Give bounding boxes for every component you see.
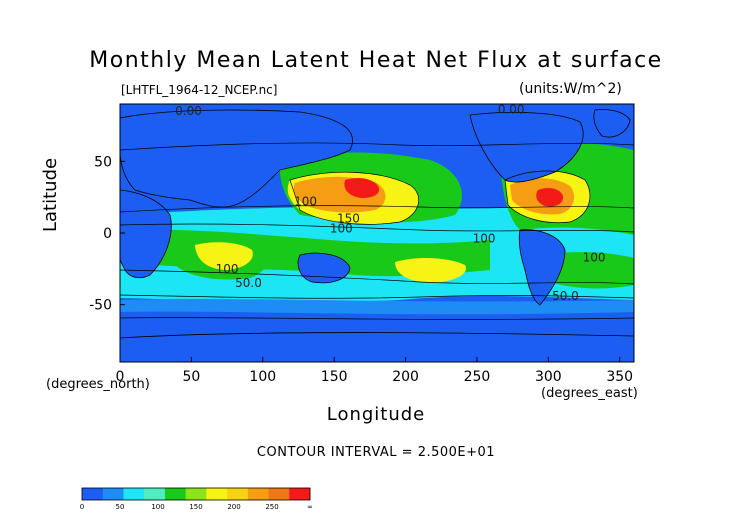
contour-label: 0.00 bbox=[498, 103, 525, 117]
x-tick-label: 350 bbox=[606, 369, 633, 385]
x-tick-label: 100 bbox=[249, 369, 276, 385]
colorbar-swatch bbox=[268, 488, 290, 500]
x-tick-label: 0 bbox=[116, 369, 125, 385]
units-label: (units:W/m^2) bbox=[519, 81, 622, 97]
kuroshio-red bbox=[344, 178, 380, 198]
x-tick-label: 200 bbox=[392, 369, 419, 385]
y-axis-ticks: -50 0 50 bbox=[89, 154, 125, 314]
contour-label: 50.0 bbox=[235, 276, 262, 290]
contour-line bbox=[120, 294, 634, 299]
y-tick-label: -50 bbox=[89, 298, 112, 314]
contour-line bbox=[289, 171, 420, 225]
contour-label: 100 bbox=[330, 222, 353, 236]
antarctica-land bbox=[120, 332, 634, 362]
contour-line bbox=[120, 269, 634, 285]
colorbar-label: ∞ bbox=[307, 503, 313, 511]
south-america-land bbox=[518, 229, 566, 306]
colorbar-label: 50 bbox=[116, 503, 125, 511]
colorbar-swatch bbox=[247, 488, 269, 500]
colorbar-swatch bbox=[123, 488, 145, 500]
colorbar-swatch bbox=[206, 488, 228, 500]
y-axis-unit: (degrees_north) bbox=[46, 377, 150, 392]
contour-label: 100 bbox=[583, 250, 606, 264]
y-tick-label: 0 bbox=[103, 226, 112, 242]
colorbar-label: 100 bbox=[151, 503, 164, 511]
greenland-land bbox=[593, 109, 631, 138]
contour-label: 100 bbox=[294, 194, 317, 208]
indian-ocean-yellow bbox=[195, 242, 253, 270]
colorbar-swatch bbox=[82, 488, 104, 500]
southern-ocean-cyan bbox=[120, 298, 634, 315]
colorbar-label: 200 bbox=[227, 503, 240, 511]
colorbar-frame bbox=[81, 487, 311, 501]
colorbar-label: 0 bbox=[80, 503, 84, 511]
contour-lines bbox=[120, 142, 634, 320]
contour-line bbox=[120, 142, 634, 151]
x-axis-unit: (degrees_east) bbox=[541, 386, 638, 401]
colorbar-swatch bbox=[102, 488, 124, 500]
colorbar-swatch bbox=[164, 488, 186, 500]
south-pacific-yellow bbox=[395, 258, 466, 283]
colorbar-swatch bbox=[227, 488, 249, 500]
gulfstream-red bbox=[536, 188, 564, 207]
colorbar-swatch bbox=[185, 488, 207, 500]
contour-label: 100 bbox=[216, 262, 239, 276]
y-tick-label: 50 bbox=[94, 154, 112, 170]
file-label: [LHTFL_1964-12_NCEP.nc] bbox=[121, 83, 278, 97]
chart-title: Monthly Mean Latent Heat Net Flux at sur… bbox=[89, 48, 663, 73]
colorbar: 0 50 100 150 200 250 ∞ bbox=[80, 487, 313, 511]
x-tick-label: 300 bbox=[535, 369, 562, 385]
australia-land bbox=[297, 252, 351, 284]
x-tick-label: 50 bbox=[182, 369, 200, 385]
eurasia-land bbox=[120, 109, 353, 208]
colorbar-swatch bbox=[144, 488, 166, 500]
contour-label: 100 bbox=[473, 232, 496, 246]
contour-line bbox=[120, 205, 634, 213]
north-america-land bbox=[469, 111, 584, 183]
south-atlantic-green bbox=[545, 252, 634, 289]
contour-line bbox=[504, 170, 591, 223]
x-axis-ticks: 0 50 100 150 200 250 300 350 bbox=[116, 357, 633, 385]
contour-line bbox=[120, 223, 634, 233]
contour-label: 50.0 bbox=[552, 289, 579, 303]
contour-label: 150 bbox=[337, 212, 360, 226]
colorbar-swatch bbox=[289, 488, 311, 500]
contour-interval-label: CONTOUR INTERVAL = 2.500E+01 bbox=[256, 445, 496, 460]
africa-land bbox=[120, 189, 172, 279]
contour-label: 0.00 bbox=[175, 104, 202, 118]
contour-line bbox=[120, 317, 634, 320]
colorbar-label: 150 bbox=[189, 503, 202, 511]
colorbar-label: 250 bbox=[265, 503, 278, 511]
x-axis-label: Longitude bbox=[326, 404, 426, 425]
land-masses bbox=[120, 109, 634, 362]
x-tick-label: 150 bbox=[321, 369, 348, 385]
x-tick-label: 250 bbox=[464, 369, 491, 385]
